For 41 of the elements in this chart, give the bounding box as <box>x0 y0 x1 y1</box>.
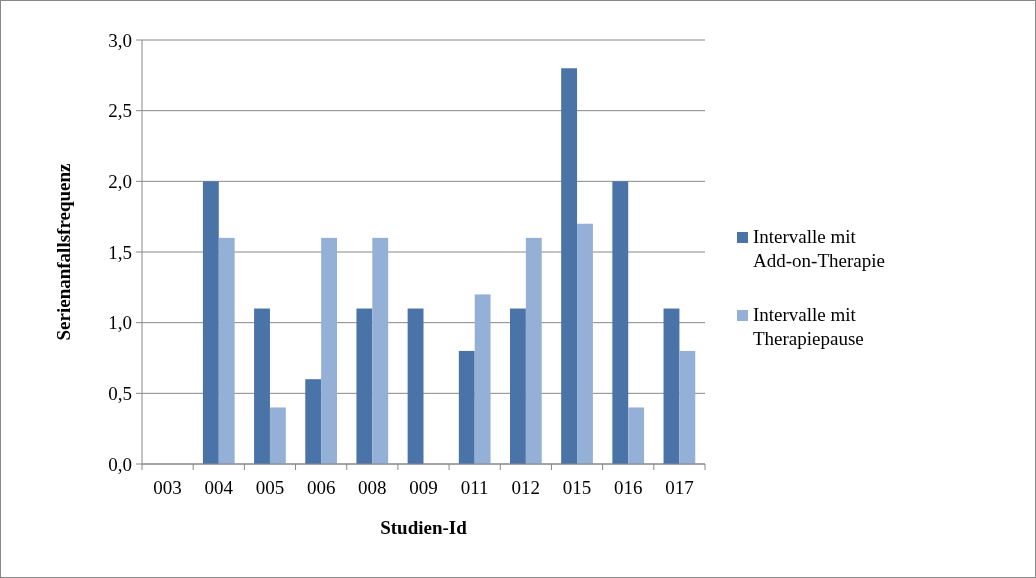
x-tick-label: 016 <box>613 477 643 498</box>
y-tick-label: 3,0 <box>108 29 132 51</box>
bar <box>679 350 696 464</box>
y-tick-label: 2,0 <box>108 170 132 192</box>
bar <box>269 407 286 464</box>
x-tick-label: 011 <box>460 477 489 498</box>
y-tick-label: 1,5 <box>108 241 132 263</box>
bar <box>510 308 526 464</box>
y-tick-label: 0,5 <box>108 382 132 404</box>
bar <box>372 237 389 464</box>
y-tick-label: 1,0 <box>108 312 132 334</box>
x-tick-label: 017 <box>665 477 694 498</box>
x-tick-label: 009 <box>409 477 438 498</box>
x-tick-label: 012 <box>511 477 541 498</box>
bar <box>561 68 578 464</box>
x-tick-label: 015 <box>562 477 592 498</box>
bar <box>321 237 337 464</box>
y-tick-label: 2,5 <box>108 100 132 122</box>
bar <box>356 308 373 464</box>
bar <box>218 237 235 464</box>
x-tick-label: 003 <box>153 477 182 498</box>
bar <box>458 350 475 464</box>
x-tick-label: 005 <box>255 477 285 498</box>
bar <box>202 181 219 464</box>
bar <box>525 237 542 464</box>
bar <box>663 308 680 464</box>
bar <box>612 181 629 464</box>
legend-label: Intervalle mit Therapiepause <box>753 304 864 349</box>
bar <box>628 407 645 464</box>
y-tick-label: 0,0 <box>108 453 132 475</box>
bar <box>407 308 424 464</box>
y-axis-title: Serienanfallsfrequenz <box>53 162 74 341</box>
x-tick-label: 004 <box>204 477 234 498</box>
x-tick-label: 006 <box>306 477 336 498</box>
x-tick-label: 008 <box>358 477 387 498</box>
bar <box>254 308 270 464</box>
bar <box>474 294 491 464</box>
x-axis-title: Studien-Id <box>380 517 468 538</box>
legend-label: Intervalle mit Add-on-Therapie <box>753 226 885 271</box>
bar <box>577 223 593 464</box>
bar <box>305 379 322 464</box>
